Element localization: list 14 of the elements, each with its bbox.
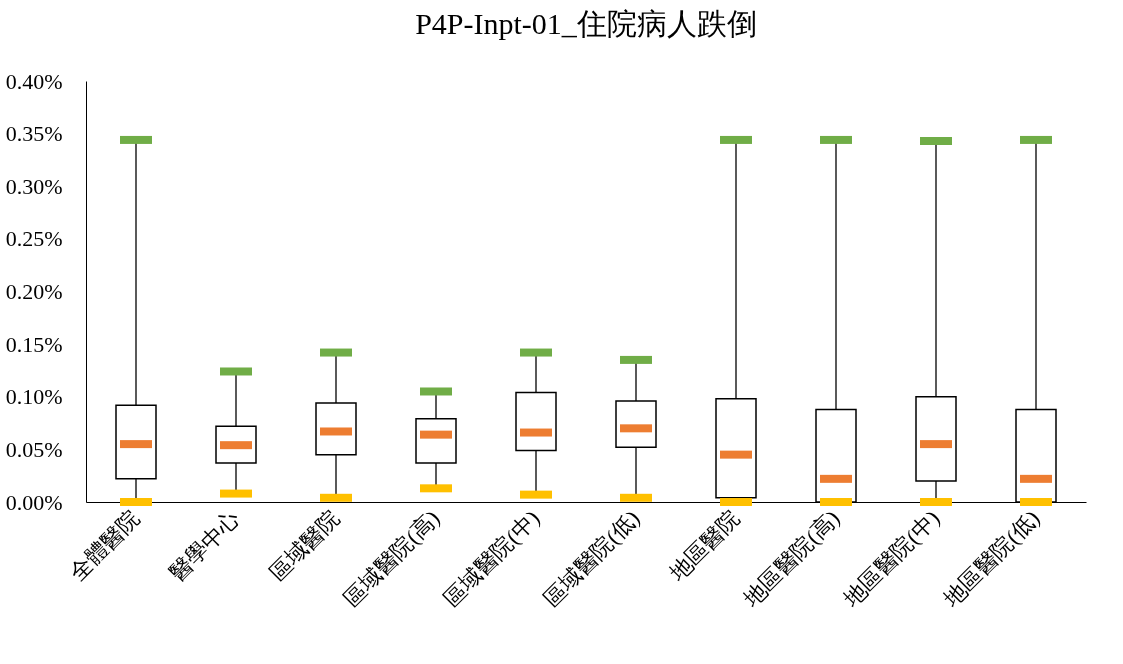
y-tick-label: 0.15%: [5, 331, 63, 357]
y-tick-label: 0.00%: [5, 489, 63, 515]
x-tick-label: 區域醫院: [264, 505, 345, 586]
y-tick-label: 0.10%: [5, 384, 63, 410]
y-tick-label: 0.40%: [5, 68, 63, 94]
y-tick-label: 0.25%: [5, 226, 63, 252]
y-tick-label: 0.05%: [5, 436, 63, 462]
chart-title: P4P-Inpt-01_住院病人跌倒: [415, 7, 757, 40]
y-tick-label: 0.20%: [5, 279, 63, 304]
x-tick-label: 全體醫院: [64, 505, 145, 586]
y-tick-label: 0.35%: [5, 121, 63, 147]
x-tick-label: 地區醫院: [663, 505, 745, 586]
x-tick-label: 醫學中心: [164, 505, 245, 586]
y-tick-label: 0.30%: [5, 173, 63, 199]
